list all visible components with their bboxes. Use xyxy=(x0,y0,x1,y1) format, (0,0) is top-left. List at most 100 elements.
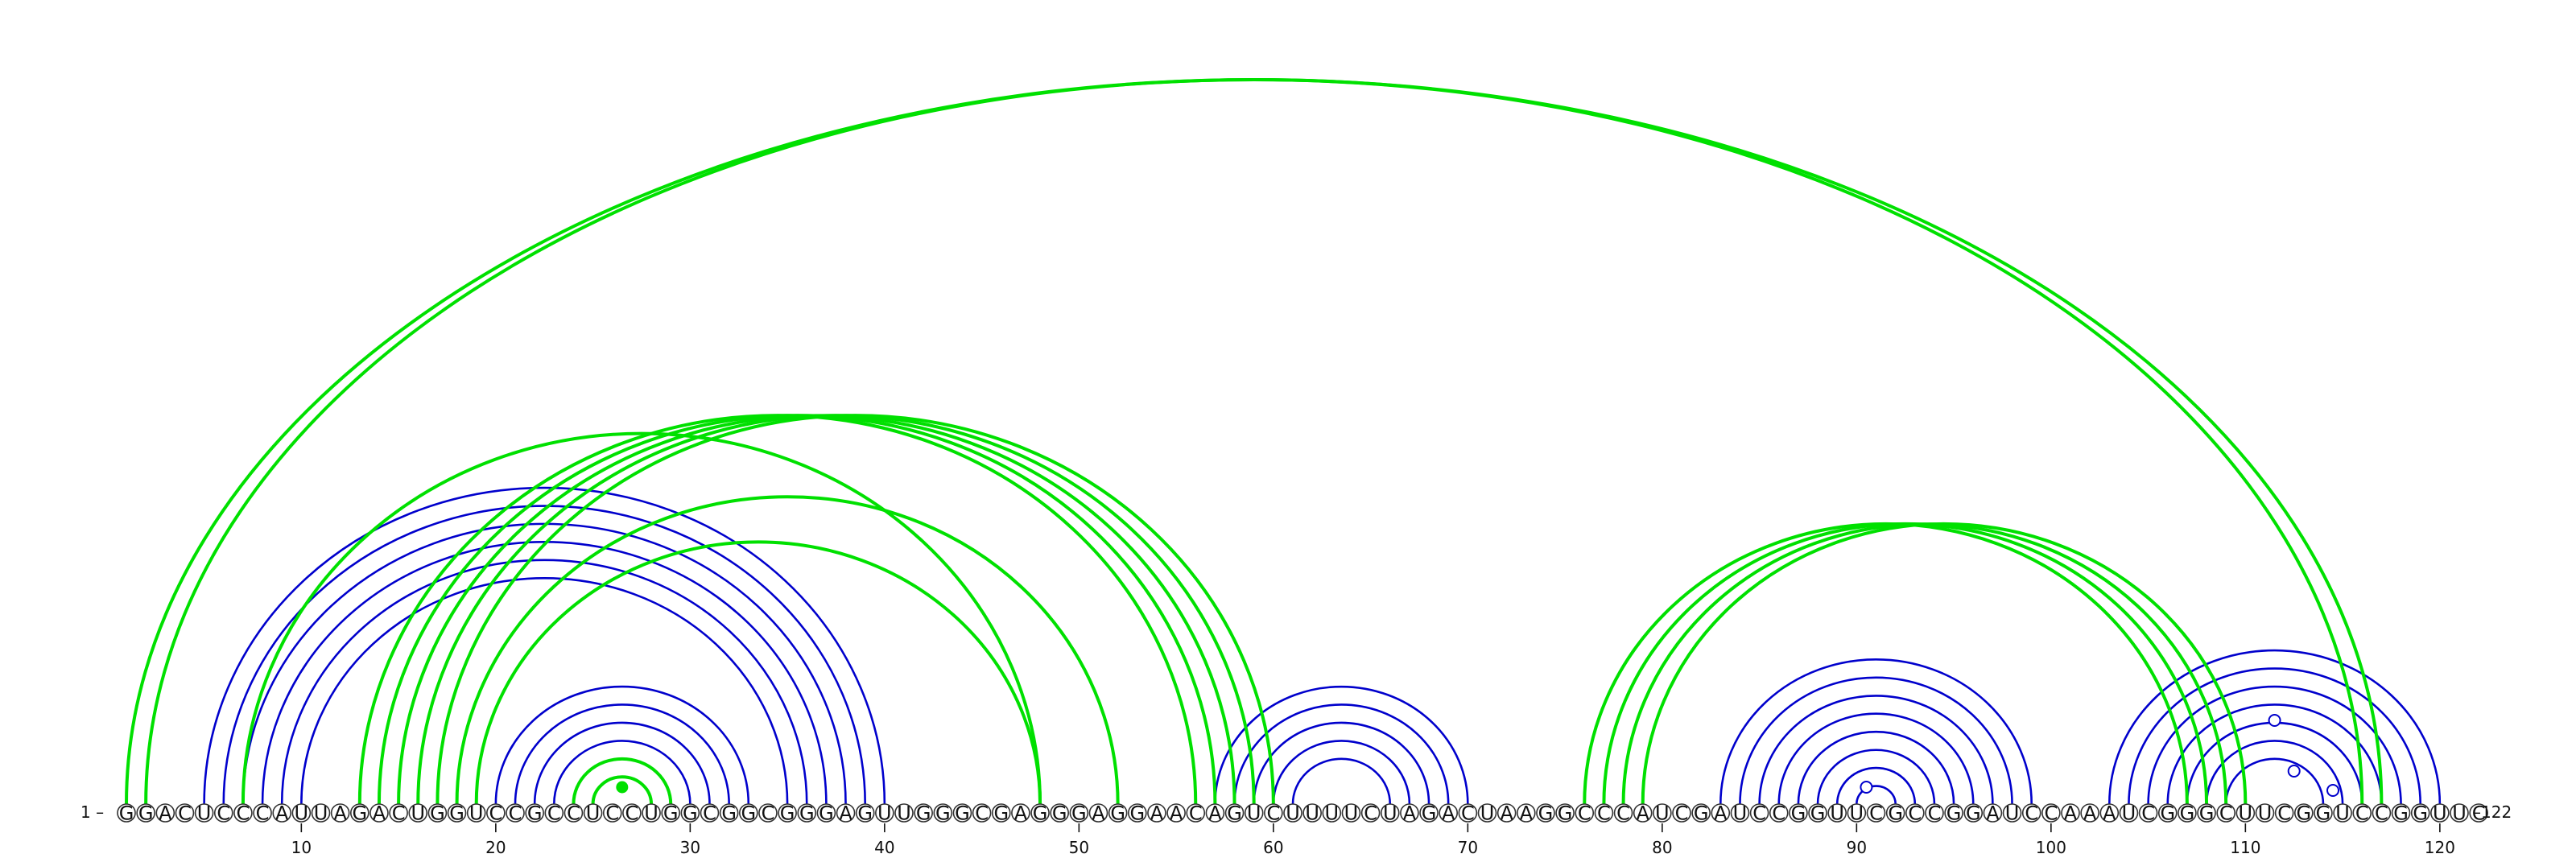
nucleotide-letter-122: C xyxy=(2472,802,2486,825)
nucleotide-73 xyxy=(1517,803,1536,823)
green-pair-arc-16-59 xyxy=(416,414,1256,805)
nucleotide-letter-23: C xyxy=(547,802,561,825)
green-pair-arc-25-28 xyxy=(591,775,654,805)
nucleotide-letter-76: C xyxy=(1578,802,1591,825)
nucleotide-1 xyxy=(117,803,136,823)
blue-pair-arc-22-31 xyxy=(533,721,711,805)
green-pair-arc-1-117 xyxy=(125,78,2384,805)
nucleotide-62 xyxy=(1302,803,1322,823)
nucleotide-letter-37: G xyxy=(819,802,834,825)
nucleotide-86 xyxy=(1769,803,1789,823)
blue-pair-arc-87-95 xyxy=(1797,730,1955,805)
nucleotide-95 xyxy=(1944,803,1963,823)
nucleotide-letter-83: A xyxy=(1714,802,1728,825)
nucleotide-letter-52: G xyxy=(1110,802,1125,825)
nucleotide-65 xyxy=(1360,803,1381,823)
nucleotide-letter-56: C xyxy=(1189,802,1203,825)
nucleotide-letter-20: C xyxy=(489,802,502,825)
nucleotide-113 xyxy=(2294,803,2314,823)
nucleotide-63 xyxy=(1322,803,1342,823)
nucleotide-letter-58: G xyxy=(1227,802,1242,825)
green-pair-arc-24-29 xyxy=(572,757,673,805)
nucleotide-letter-107: G xyxy=(2180,802,2195,825)
nucleotide-4 xyxy=(175,803,195,823)
nucleotide-letter-97: A xyxy=(1986,802,2000,825)
nucleotide-letter-51: A xyxy=(1092,802,1105,825)
nucleotide-100 xyxy=(2041,803,2061,823)
end-position-label: –122 xyxy=(2473,802,2512,822)
nucleotide-112 xyxy=(2274,803,2294,823)
nucleotide-117 xyxy=(2372,803,2392,823)
nucleotide-letter-31: C xyxy=(703,802,716,825)
nucleotide-103 xyxy=(2099,803,2120,823)
nucleotide-58 xyxy=(1224,803,1245,823)
nucleotide-letter-28: U xyxy=(644,802,658,825)
green-pair-arc-18-52 xyxy=(455,495,1120,805)
nucleotide-71 xyxy=(1477,803,1497,823)
nucleotide-letter-99: C xyxy=(2025,802,2038,825)
nucleotide-letter-41: U xyxy=(897,802,911,825)
nucleotide-82 xyxy=(1691,803,1711,823)
nucleotide-letter-74: G xyxy=(1538,802,1554,825)
nucleotide-letter-29: G xyxy=(663,802,679,825)
nucleotide-letter-109: C xyxy=(2219,802,2233,825)
nucleotide-97 xyxy=(1983,803,2003,823)
blue-marker-3 xyxy=(2326,784,2340,797)
nucleotide-98 xyxy=(2002,803,2022,823)
nucleotide-38 xyxy=(836,803,856,823)
tick-label-110: 110 xyxy=(2230,838,2260,857)
nucleotide-106 xyxy=(2157,803,2178,823)
nucleotide-letter-47: A xyxy=(1014,802,1028,825)
nucleotide-letter-4: C xyxy=(178,802,192,825)
nucleotide-87 xyxy=(1789,803,1808,823)
nucleotide-122 xyxy=(2469,803,2488,823)
nucleotide-letter-16: U xyxy=(411,802,425,825)
nucleotide-letter-82: G xyxy=(1694,802,1709,825)
nucleotide-letter-71: U xyxy=(1480,802,1495,825)
nucleotide-89 xyxy=(1827,803,1847,823)
nucleotide-letter-115: U xyxy=(2335,802,2350,825)
nucleotide-letter-75: G xyxy=(1558,802,1573,825)
nucleotide-49 xyxy=(1050,803,1069,823)
nucleotide-99 xyxy=(2021,803,2041,823)
nucleotide-letter-32: G xyxy=(721,802,737,825)
nucleotide-letter-1: G xyxy=(119,802,134,825)
nucleotide-letter-49: G xyxy=(1052,802,1067,825)
tick-label-120: 120 xyxy=(2425,838,2455,857)
nucleotide-31 xyxy=(700,803,720,823)
nucleotide-16 xyxy=(408,803,428,823)
nucleotide-21 xyxy=(506,803,525,823)
nucleotide-letter-44: G xyxy=(955,802,970,825)
nucleotide-letter-10: U xyxy=(295,802,309,825)
nucleotide-letter-8: C xyxy=(256,802,270,825)
nucleotide-77 xyxy=(1594,803,1614,823)
nucleotide-76 xyxy=(1575,803,1595,823)
nucleotide-39 xyxy=(855,803,875,823)
nucleotide-letter-61: U xyxy=(1286,802,1300,825)
nucleotide-44 xyxy=(952,803,972,823)
nucleotide-letter-30: G xyxy=(683,802,698,825)
nucleotide-33 xyxy=(738,803,758,823)
blue-pair-arc-86-96 xyxy=(1777,712,1975,805)
green-pair-arc-2-116 xyxy=(144,78,2364,805)
nucleotide-letter-86: C xyxy=(1772,802,1785,825)
nucleotide-7 xyxy=(233,803,253,823)
nucleotide-94 xyxy=(1925,803,1944,823)
nucleotide-letter-118: G xyxy=(2393,802,2409,825)
nucleotide-107 xyxy=(2178,803,2197,823)
nucleotide-letter-84: U xyxy=(1733,802,1748,825)
nucleotide-115 xyxy=(2333,803,2352,823)
blue-pair-arc-104-119 xyxy=(2128,667,2421,805)
nucleotide-letter-60: C xyxy=(1266,802,1280,825)
nucleotide-25 xyxy=(583,803,603,823)
nucleotide-102 xyxy=(2080,803,2099,823)
nucleotide-24 xyxy=(564,803,584,823)
tick-label-50: 50 xyxy=(1069,838,1089,857)
nucleotide-26 xyxy=(602,803,622,823)
blue-pair-arc-84-98 xyxy=(1739,676,2013,805)
nucleotide-41 xyxy=(894,803,914,823)
nucleotide-letter-39: G xyxy=(857,802,873,825)
nucleotide-57 xyxy=(1205,803,1225,823)
nucleotide-letter-48: G xyxy=(1033,802,1048,825)
nucleotide-69 xyxy=(1439,803,1458,823)
